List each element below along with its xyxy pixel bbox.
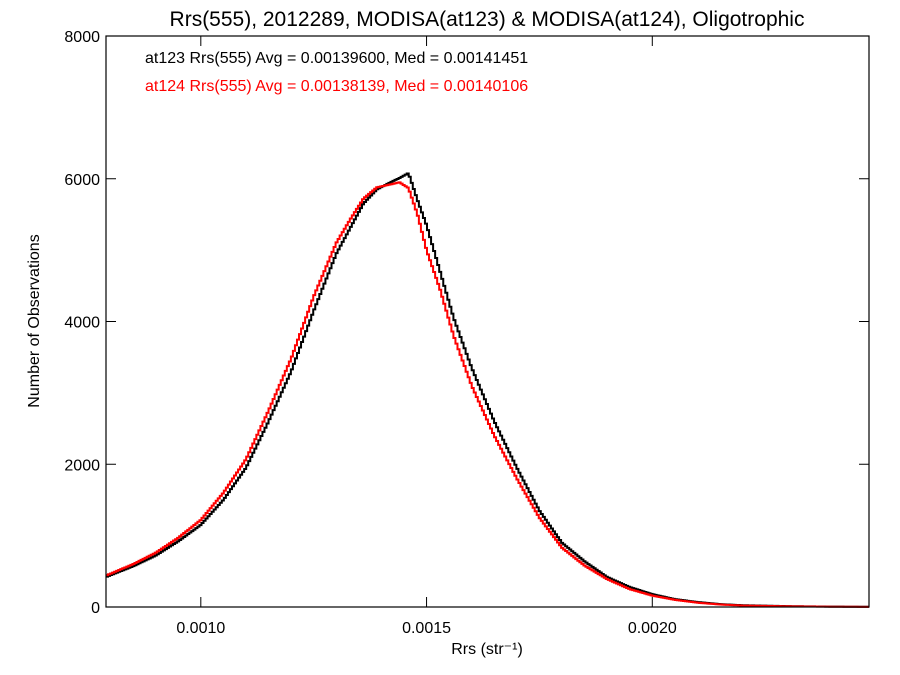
x-tick-label: 0.0010 xyxy=(176,620,225,637)
y-tick-label: 0 xyxy=(91,600,100,617)
y-tick-label: 2000 xyxy=(64,457,100,474)
chart-title: Rrs(555), 2012289, MODISA(at123) & MODIS… xyxy=(170,8,805,31)
y-axis: 0 2000 4000 6000 8000 xyxy=(64,29,869,617)
plot-frame xyxy=(105,35,870,608)
y-tick-label: 6000 xyxy=(64,172,100,189)
legend-entry-at123: at123 Rrs(555) Avg = 0.00139600, Med = 0… xyxy=(145,50,528,67)
y-tick-label: 8000 xyxy=(64,29,100,46)
legend: at123 Rrs(555) Avg = 0.00139600, Med = 0… xyxy=(145,50,528,95)
legend-entry-at124: at124 Rrs(555) Avg = 0.00138139, Med = 0… xyxy=(145,78,528,95)
y-axis-label: Number of Observations xyxy=(26,234,43,407)
plot-area xyxy=(106,172,869,608)
x-tick-label: 0.0015 xyxy=(402,620,451,637)
x-axis-label: Rrs (str⁻¹) xyxy=(451,641,523,658)
y-tick-label: 4000 xyxy=(64,315,100,332)
series-line-0 xyxy=(106,172,869,608)
x-tick-label: 0.0020 xyxy=(628,620,677,637)
series-line-1 xyxy=(106,181,869,608)
x-axis: 0.0010 0.0015 0.0020 xyxy=(176,36,677,637)
